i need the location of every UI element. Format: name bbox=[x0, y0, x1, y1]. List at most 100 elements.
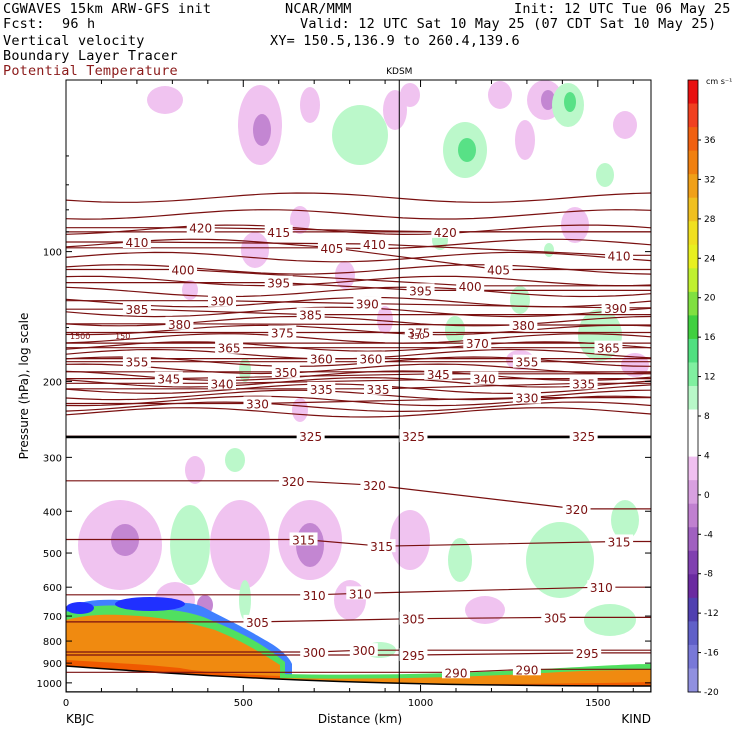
right-station-label: KIND bbox=[621, 712, 651, 726]
theta-label-bg bbox=[215, 340, 244, 354]
colorbar-swatch bbox=[688, 197, 698, 222]
isentrope-295 bbox=[66, 652, 651, 656]
y-tick-label: 200 bbox=[43, 377, 62, 388]
theta-label-bg bbox=[364, 381, 392, 395]
theta-label-bg bbox=[169, 262, 197, 276]
colorbar-swatch bbox=[688, 150, 698, 175]
isentrope-line bbox=[66, 209, 651, 220]
colorbar-label: 4 bbox=[704, 451, 710, 461]
theta-label-bg bbox=[208, 293, 236, 307]
theta-label-bg bbox=[349, 643, 378, 657]
colorbar-label: -12 bbox=[704, 609, 719, 619]
theta-mini-label: 150 bbox=[409, 332, 424, 341]
isentrope-380 bbox=[66, 323, 651, 326]
y-tick-label: 800 bbox=[43, 637, 62, 648]
isentrope-line bbox=[66, 333, 651, 344]
theta-label-bg bbox=[268, 325, 297, 339]
x-axis-title: Distance (km) bbox=[318, 712, 402, 726]
colorbar-label: 8 bbox=[704, 412, 710, 422]
x-tick-label: 0 bbox=[63, 698, 69, 709]
colorbar-swatch bbox=[688, 480, 698, 505]
theta-label: 315 bbox=[608, 535, 631, 549]
theta-label: 405 bbox=[320, 242, 343, 256]
theta-label-bg bbox=[307, 381, 336, 395]
isentrope-line bbox=[66, 251, 651, 263]
isentrope-line bbox=[66, 286, 651, 298]
y-tick-label: 100 bbox=[43, 248, 62, 259]
isentrope-line bbox=[66, 401, 651, 413]
theta-label-bg bbox=[243, 396, 272, 410]
isentrope-line bbox=[66, 363, 651, 375]
theta-label-bg bbox=[264, 224, 293, 238]
y-tick-label: 400 bbox=[43, 507, 62, 518]
theta-label: 350 bbox=[274, 366, 297, 380]
theta-label: 410 bbox=[608, 249, 631, 263]
colorbar-swatch bbox=[688, 574, 698, 599]
theta-label: 290 bbox=[515, 663, 538, 677]
theta-label: 335 bbox=[310, 383, 333, 397]
colorbar: 36 32 28 24 20 16 12 8 4 0 -4 -8 -12 -16 -20 bbox=[687, 79, 719, 698]
colorbar-swatch bbox=[688, 244, 698, 269]
colorbar-label: 12 bbox=[704, 373, 715, 383]
theta-label-bg bbox=[353, 296, 382, 310]
field-vertical-velocity: Vertical velocity bbox=[3, 33, 145, 49]
theta-label-bg bbox=[300, 644, 329, 658]
theta-label: 320 bbox=[363, 479, 386, 493]
theta-label: 345 bbox=[157, 373, 180, 387]
theta-label-bg bbox=[431, 224, 460, 238]
colorbar-swatch bbox=[688, 668, 698, 693]
y-tick-label: 700 bbox=[43, 612, 62, 623]
theta-label: 325 bbox=[572, 430, 595, 444]
theta-label-bg bbox=[300, 587, 329, 601]
x-tick-label: 1000 bbox=[408, 698, 433, 709]
x-tick-label: 500 bbox=[234, 698, 253, 709]
theta-label-bg bbox=[456, 278, 485, 292]
mid-station-label: KDSM bbox=[386, 67, 412, 77]
theta-label-bg bbox=[512, 662, 541, 676]
colorbar-label: 32 bbox=[704, 175, 715, 185]
theta-label-bg bbox=[296, 307, 325, 321]
colorbar-units: cm s⁻¹ bbox=[706, 77, 732, 86]
theta-label: 340 bbox=[473, 373, 496, 387]
terrain bbox=[66, 665, 651, 692]
isentrope-line bbox=[66, 341, 651, 352]
theta-label: 355 bbox=[125, 356, 148, 370]
y-tick-label: 500 bbox=[43, 549, 62, 560]
theta-label-bg bbox=[569, 429, 598, 443]
theta-labels: 420 415 420 410 405 410 405 410 400 395 395 400 390 3… bbox=[70, 220, 634, 680]
theta-label-bg bbox=[470, 371, 499, 385]
isentrope-line bbox=[66, 264, 651, 275]
colorbar-label: -20 bbox=[704, 688, 719, 698]
colorbar-swatch bbox=[688, 550, 698, 575]
theta-label-bg bbox=[243, 614, 272, 628]
isentrope-395 bbox=[66, 282, 651, 291]
theta-label-bg bbox=[406, 283, 435, 297]
theta-label-bg bbox=[512, 390, 541, 404]
colorbar-swatch bbox=[688, 644, 698, 669]
theta-label: 300 bbox=[303, 646, 326, 660]
theta-label: 395 bbox=[409, 284, 432, 298]
colorbar-swatch bbox=[688, 362, 698, 387]
theta-mini-label: 150 bbox=[115, 332, 130, 341]
colorbar-swatch bbox=[688, 597, 698, 622]
theta-label-bg bbox=[605, 248, 634, 262]
theta-label-bg bbox=[271, 364, 300, 378]
colorbar-label: -16 bbox=[704, 649, 719, 659]
theta-label: 290 bbox=[445, 666, 468, 680]
colorbar-label: 36 bbox=[704, 136, 716, 146]
colorbar-swatch bbox=[688, 409, 698, 434]
theta-label: 295 bbox=[402, 649, 425, 663]
theta-label-bg bbox=[289, 532, 318, 546]
colorbar-frame bbox=[687, 79, 699, 693]
theta-label: 325 bbox=[402, 430, 425, 444]
theta-label-bg bbox=[399, 429, 428, 443]
colorbar-label: -8 bbox=[704, 570, 713, 580]
theta-label: 400 bbox=[172, 263, 195, 277]
theta-label-bg bbox=[569, 376, 598, 390]
colorbar-label: -4 bbox=[704, 530, 713, 540]
isentrope-290 bbox=[66, 668, 651, 673]
theta-label: 410 bbox=[363, 238, 386, 252]
colorbar-label: 28 bbox=[704, 215, 716, 225]
theta-label: 315 bbox=[292, 533, 315, 547]
colorbar-label: 24 bbox=[704, 254, 716, 264]
